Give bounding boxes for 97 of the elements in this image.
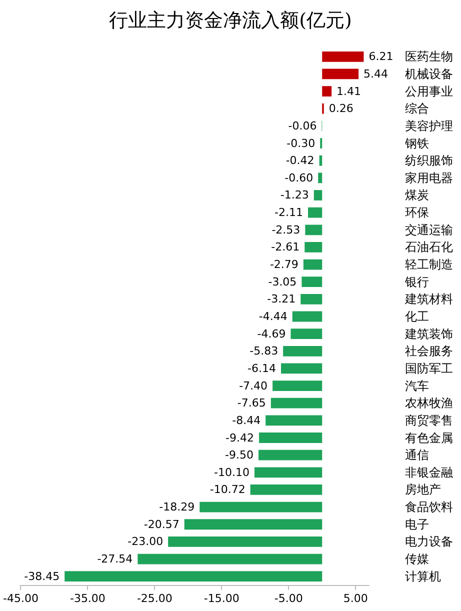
bar — [254, 467, 322, 478]
bar — [250, 484, 322, 495]
data-label: -2.79 — [270, 258, 298, 272]
data-label: -3.05 — [268, 275, 297, 288]
y-tick-label: 综合 — [405, 102, 429, 116]
x-tick-label: 5.00 — [343, 592, 368, 605]
data-label: -7.65 — [237, 396, 266, 410]
bar — [200, 502, 322, 512]
y-tick-label: 交通运输 — [405, 222, 453, 237]
data-label: -10.72 — [210, 483, 246, 496]
chart-title: 行业主力资金净流入额(亿元) — [109, 10, 352, 32]
bar — [64, 571, 322, 582]
y-tick-label: 家用电器 — [405, 170, 453, 185]
y-tick-label: 房地产 — [405, 482, 441, 497]
data-label: 1.41 — [336, 84, 362, 98]
y-tick-label: 机械设备 — [405, 66, 453, 81]
x-tick-label: -35.00 — [70, 592, 106, 605]
data-label: -3.21 — [267, 292, 296, 306]
data-label: -8.44 — [232, 414, 261, 427]
x-tick-label: -45.00 — [2, 592, 38, 605]
y-tick-label: 医药生物 — [405, 50, 453, 64]
y-tick-label: 石油石化 — [405, 240, 453, 254]
y-tick-label: 银行 — [404, 274, 429, 289]
bar — [283, 346, 322, 356]
bar — [138, 554, 322, 564]
data-label: -0.30 — [286, 136, 316, 150]
y-tick-label: 非银金融 — [405, 465, 453, 480]
data-label: -4.69 — [257, 327, 286, 340]
data-label: -5.83 — [250, 344, 278, 358]
y-tick-label: 环保 — [405, 206, 429, 220]
y-tick-label: 煤炭 — [405, 188, 429, 202]
data-label: -27.54 — [97, 552, 133, 566]
y-tick-label: 汽车 — [405, 378, 429, 393]
y-tick-label: 电力设备 — [405, 534, 453, 549]
y-tick-label: 美容护理 — [405, 118, 453, 133]
y-tick-label: 建筑材料 — [404, 292, 453, 306]
y-tick-label: 轻工制造 — [405, 258, 453, 272]
data-label: -38.45 — [24, 570, 60, 583]
y-tick-label: 化工 — [405, 310, 429, 324]
data-label: -1.23 — [280, 188, 309, 202]
y-tick-label: 电子 — [405, 517, 429, 532]
data-label: -2.53 — [272, 223, 300, 236]
bar — [302, 276, 322, 288]
bar — [290, 328, 322, 340]
x-tick-label: -25.00 — [136, 592, 172, 605]
data-label: 6.21 — [368, 50, 394, 64]
y-tick-label: 社会服务 — [405, 344, 453, 358]
data-label: -2.11 — [274, 206, 303, 220]
data-label: -23.00 — [128, 535, 164, 548]
data-label: -4.44 — [258, 310, 288, 323]
bar — [272, 380, 322, 391]
bar — [300, 294, 322, 304]
data-label: -7.40 — [239, 379, 268, 392]
y-tick-label: 建筑装饰 — [404, 326, 453, 341]
data-label: -0.42 — [286, 154, 314, 168]
bar — [168, 536, 322, 547]
data-label: -10.10 — [214, 466, 250, 479]
bar — [308, 207, 322, 218]
bar — [303, 259, 322, 270]
bar — [184, 519, 322, 530]
bar — [304, 242, 322, 252]
y-tick-label: 食品饮料 — [405, 500, 453, 514]
bar — [292, 311, 322, 322]
bar — [318, 172, 322, 184]
data-label: -6.14 — [248, 362, 276, 375]
bar — [322, 51, 364, 62]
bar — [270, 398, 322, 408]
y-tick-label: 有色金属 — [405, 430, 453, 445]
y-tick-label: 计算机 — [405, 569, 441, 584]
data-label: 5.44 — [364, 67, 388, 80]
y-tick-label: 传媒 — [405, 552, 429, 566]
bar — [314, 190, 322, 200]
bar — [322, 86, 332, 97]
data-label: 0.26 — [328, 102, 354, 116]
data-label: -20.57 — [144, 518, 180, 531]
data-label: -9.50 — [225, 448, 254, 462]
x-tick-label: -5.00 — [274, 592, 303, 605]
data-label: -2.61 — [271, 240, 300, 254]
data-label: -0.60 — [284, 171, 314, 184]
y-tick-label: 钢铁 — [404, 136, 429, 150]
bar — [259, 432, 322, 443]
bar — [319, 155, 322, 166]
y-tick-label: 国防军工 — [405, 361, 453, 376]
y-tick-label: 通信 — [405, 448, 429, 462]
bar — [266, 415, 322, 426]
data-label: -0.06 — [288, 119, 317, 132]
bar — [305, 224, 322, 236]
bar — [322, 68, 359, 80]
bar — [258, 450, 322, 460]
y-tick-label: 商贸零售 — [405, 413, 453, 428]
y-tick-label: 公用事业 — [405, 84, 453, 98]
x-tick-label: -15.00 — [204, 592, 240, 605]
data-label: -18.29 — [159, 500, 195, 514]
y-tick-label: 农林牧渔 — [405, 396, 453, 410]
bar — [280, 363, 322, 374]
data-label: -9.42 — [226, 431, 254, 444]
y-tick-label: 纺织服饰 — [405, 154, 453, 168]
